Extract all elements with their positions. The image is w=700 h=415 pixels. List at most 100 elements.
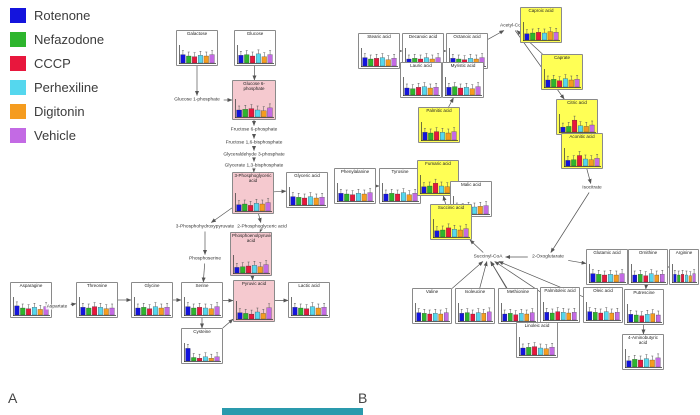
metabolite-node-glucose: Glucose [234, 30, 276, 66]
pathway-label-f16bp: Fructose 1,6-bisphosphate [224, 140, 284, 146]
pathway-edge-valine-succinylcoa [451, 261, 484, 289]
legend-color-swatch [10, 128, 26, 143]
metabolite-node-oleic: Oleic acid [583, 287, 623, 323]
legend-item-cccp: CCCP [10, 56, 104, 71]
metabolite-node-asparagine: Asparagine [10, 282, 52, 318]
mini-bar-chart [543, 302, 578, 321]
mini-bar-chart [501, 303, 536, 322]
pathway-label-isocitrate: Isocitrate [581, 185, 603, 191]
pathway-edge-pg3-glyceric [273, 189, 287, 194]
mini-bar-chart [134, 297, 171, 316]
metabolite-name: Putrescine [633, 290, 655, 295]
metabolite-node-lauric: Lauric acid [400, 62, 442, 98]
mini-bar-chart [544, 69, 581, 88]
metabolite-node-pyruvic: Pyruvic acid [233, 280, 275, 322]
legend-label: CCCP [34, 56, 71, 71]
metabolite-name: Isoleucine [464, 289, 486, 294]
metabolite-name: Glutamic acid [593, 250, 621, 255]
mini-bar-chart [236, 301, 273, 320]
metabolite-node-succinic: Succinic acid [430, 204, 472, 240]
metabolite-name: Citric acid [567, 100, 587, 105]
pathway-label-ga3p: Glyceraldehyde 3-phosphate [222, 152, 286, 158]
metabolite-name: 3-Phosphoglyceric acid [234, 173, 272, 183]
metabolite-name: Valine [425, 289, 439, 294]
metabolite-name: Methionine [506, 289, 529, 294]
metabolite-node-threonine: Threonine [76, 282, 118, 318]
legend-label: Nefazodone [34, 32, 105, 47]
metabolite-node-stearic: Stearic acid [358, 33, 400, 69]
pathway-edge-succinic-fumaric [442, 195, 447, 205]
mini-bar-chart [382, 183, 419, 202]
metabolite-node-pep: Phosphoenolpyruvic acid [230, 232, 272, 276]
mini-bar-chart [179, 45, 216, 64]
mini-bar-chart [237, 45, 274, 64]
metabolite-node-glyceric: Glyceric acid [286, 172, 328, 208]
pathway-label-acetylcoa: Acetyl-CoA [499, 23, 525, 29]
mini-bar-chart [631, 264, 666, 283]
metabolite-name: Glycine [144, 283, 160, 288]
legend: Rotenone Nefazodone CCCP Perhexiline Digiton… [10, 8, 104, 152]
legend-item-perhexiline: Perhexiline [10, 80, 104, 95]
metabolite-node-lactic: Lactic acid [288, 282, 330, 318]
metabolite-name: Caprate [553, 55, 570, 60]
mini-bar-chart [519, 337, 556, 356]
metabolite-name: Aconitic acid [569, 134, 595, 139]
mini-bar-chart [458, 303, 493, 322]
metabolite-name: Oleic acid [593, 288, 613, 293]
pathway-label-pg2: 2-Phosphoglyceric acid [236, 224, 288, 230]
mini-bar-chart [13, 297, 50, 316]
mini-bar-chart [586, 302, 621, 321]
mini-bar-chart [184, 297, 221, 316]
metabolite-name: Cysteine [193, 329, 211, 334]
pathway-label-aspartate: Aspartate [45, 304, 69, 310]
mini-bar-chart [79, 297, 116, 316]
metabolite-node-phenylalanine: Phenylalanine [334, 168, 376, 204]
legend-label: Rotenone [34, 8, 91, 23]
metabolite-name: Palmitic acid [426, 108, 452, 113]
legend-label: Digitonin [34, 104, 85, 119]
legend-label: Vehicle [34, 128, 76, 143]
pathway-edge-aconitic-isocitrate [586, 168, 592, 184]
metabolite-name: Myristic acid [450, 63, 476, 68]
pathway-label-g13bp: Glycerate 1,3-bisphosphate [223, 163, 285, 169]
metabolite-node-glutamic: Glutamic acid [586, 249, 628, 285]
legend-item-nefazodone: Nefazodone [10, 32, 104, 47]
pathway-edge-octanoic-acetylcoa [487, 30, 505, 40]
legend-color-swatch [10, 8, 26, 23]
mini-bar-chart [421, 122, 458, 141]
metabolite-node-linoleic: Linoleic acid [516, 322, 558, 358]
metabolite-node-pg3: 3-Phosphoglyceric acid [232, 172, 274, 214]
metabolite-name: Fumaric acid [425, 161, 451, 166]
panel-letter-a: A [8, 390, 18, 406]
pathway-edge-pg3-pg2 [257, 213, 262, 223]
mini-bar-chart [289, 187, 326, 206]
mini-bar-chart [559, 114, 596, 133]
metabolite-node-glycine: Glycine [131, 282, 173, 318]
metabolite-node-putrescine: Putrescine [624, 289, 664, 325]
legend-color-swatch [10, 32, 26, 47]
metabolite-name: Palmitoleic acid [544, 288, 576, 293]
metabolite-name: Glucose 6-phosphate [243, 81, 265, 91]
metabolite-name: Glyceric acid [294, 173, 320, 178]
metabolite-node-serine: Serine [181, 282, 223, 318]
mini-bar-chart [672, 264, 697, 283]
bottom-bar [222, 408, 363, 415]
pathway-label-phosphoserine: Phosphoserine [187, 256, 223, 262]
legend-color-swatch [10, 80, 26, 95]
pathway-edge-isoleucine-succinylcoa [479, 261, 488, 289]
pathway-edge-aspartate-threonine [70, 302, 77, 307]
metabolite-node-aconitic: Aconitic acid [561, 133, 603, 169]
metabolite-name: Arginine [675, 250, 693, 255]
pathway-edge-cysteine-pyruvic [222, 318, 234, 329]
legend-color-swatch [10, 56, 26, 71]
pathway-edge-succinylcoa-succinic [469, 239, 484, 253]
pathway-edge-palmitic-myristic [448, 97, 454, 108]
legend-item-vehicle: Vehicle [10, 128, 104, 143]
metabolite-node-tyrosine: Tyrosine [379, 168, 421, 204]
metabolite-name: Glucose [246, 31, 264, 36]
metabolite-name: Ornithine [638, 250, 658, 255]
mini-bar-chart [233, 255, 270, 274]
metabolite-node-palmitoleic: Palmitoleic acid [540, 287, 580, 323]
metabolite-name: Pyruvic acid [241, 281, 267, 286]
